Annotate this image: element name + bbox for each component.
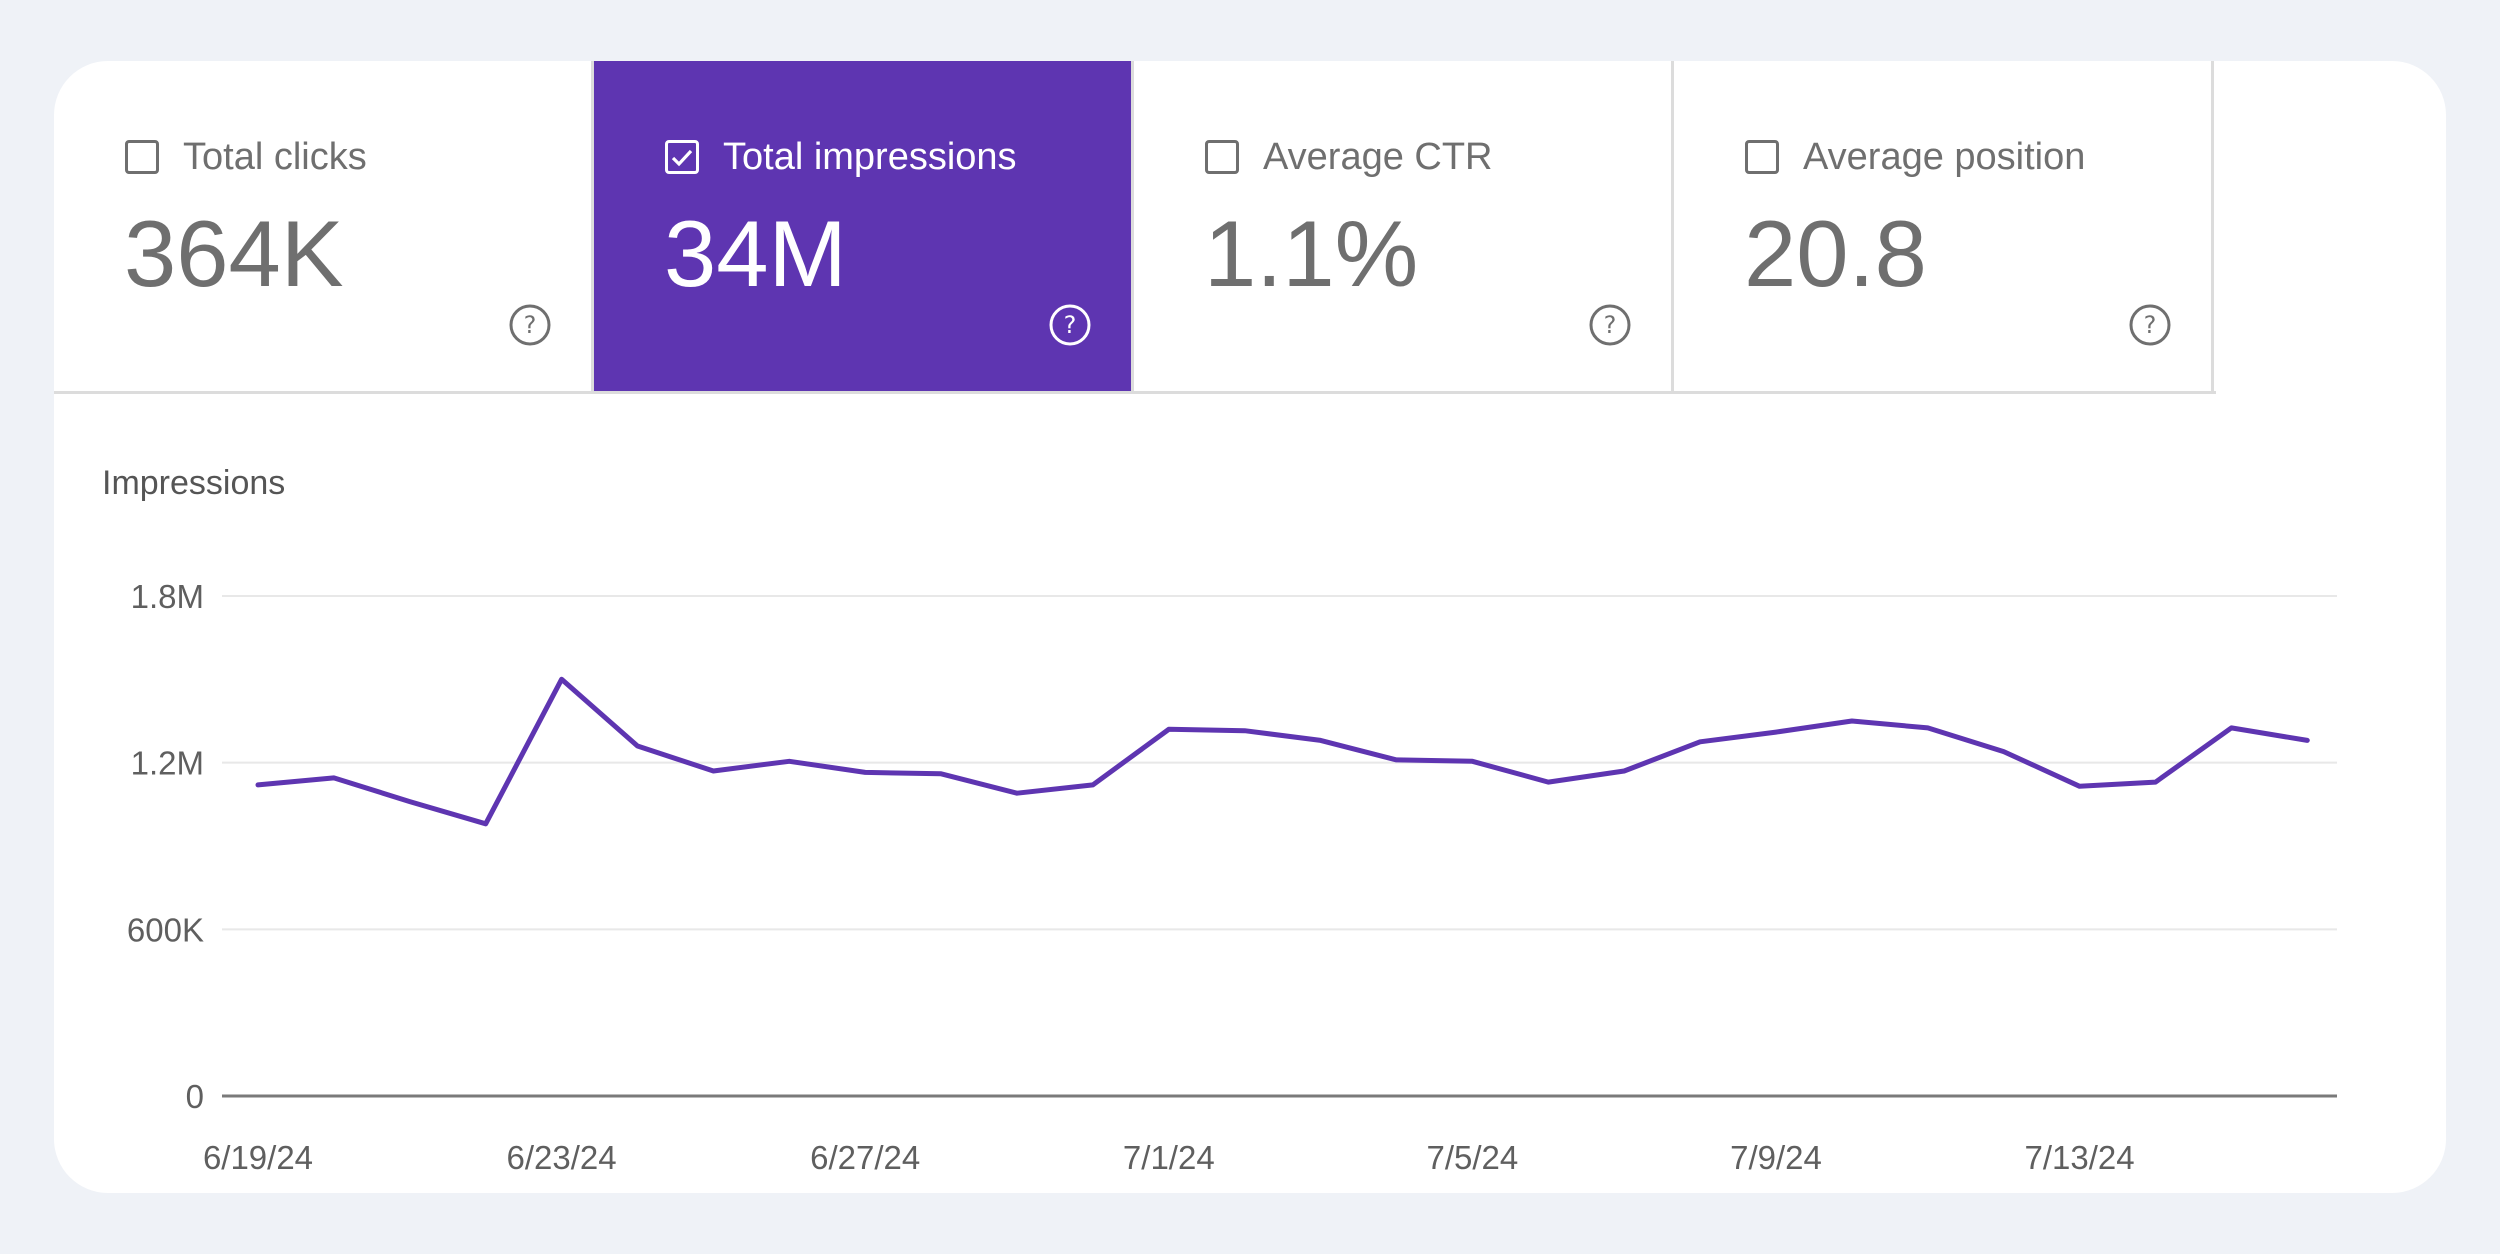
y-tick-label: 1.2M (131, 745, 204, 782)
x-tick-label: 6/19/24 (203, 1139, 313, 1176)
x-tick-label: 7/5/24 (1427, 1139, 1519, 1176)
checkbox[interactable] (1745, 140, 1779, 174)
metric-label: Average CTR (1263, 136, 1493, 178)
help-circle-icon[interactable]: ? (2128, 303, 2172, 347)
metric-value: 1.1% (1204, 201, 1419, 306)
metric-average-ctr[interactable]: Average CTR 1.1% ? (1134, 61, 1674, 391)
checkbox[interactable] (125, 140, 159, 174)
metric-label: Average position (1803, 136, 2086, 178)
metric-label: Total impressions (723, 136, 1017, 178)
x-tick-label: 6/23/24 (507, 1139, 617, 1176)
x-tick-label: 7/1/24 (1123, 1139, 1215, 1176)
metric-value: 20.8 (1744, 201, 1927, 306)
metric-label: Total clicks (183, 136, 367, 178)
impressions-chart: Impressions 0 600K 1.2M 1.8M 6/19/24 6/23/24 6… (54, 391, 2446, 1193)
metric-average-position[interactable]: Average position 20.8 ? (1674, 61, 2214, 391)
y-tick-label: 600K (127, 911, 204, 948)
x-tick-label: 6/27/24 (810, 1139, 920, 1176)
help-circle-icon[interactable]: ? (1588, 303, 1632, 347)
svg-text:?: ? (524, 311, 537, 339)
chart-y-axis-title: Impressions (102, 464, 286, 502)
checkbox[interactable] (1205, 140, 1239, 174)
y-tick-label: 0 (186, 1078, 204, 1115)
metric-total-impressions[interactable]: Total impressions 34M ? (594, 61, 1134, 391)
y-tick-label: 1.8M (131, 578, 204, 615)
help-circle-icon[interactable]: ? (508, 303, 552, 347)
performance-card: Total clicks 364K ? Total impressions 34… (54, 61, 2446, 1193)
chart-plot: 0 600K 1.2M 1.8M 6/19/24 6/23/24 6/27/24 7/1/24… (127, 578, 2337, 1176)
check-icon (671, 149, 693, 167)
x-tick-label: 7/13/24 (2025, 1139, 2135, 1176)
metric-tabs: Total clicks 364K ? Total impressions 34… (54, 61, 2216, 394)
svg-text:?: ? (2144, 311, 2157, 339)
impressions-series-line (255, 676, 2310, 827)
checkbox-checked[interactable] (665, 140, 699, 174)
svg-text:?: ? (1064, 311, 1077, 339)
metric-value: 364K (124, 201, 344, 306)
svg-text:?: ? (1604, 311, 1617, 339)
x-tick-label: 7/9/24 (1730, 1139, 1822, 1176)
metric-total-clicks[interactable]: Total clicks 364K ? (54, 61, 594, 391)
metric-value: 34M (664, 201, 847, 306)
help-circle-icon[interactable]: ? (1048, 303, 1092, 347)
